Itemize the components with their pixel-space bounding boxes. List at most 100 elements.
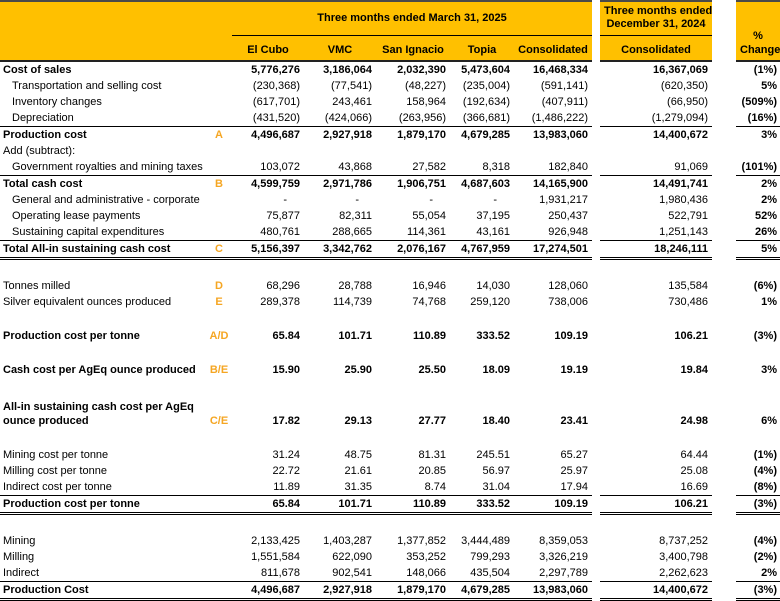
spacer-row: [0, 429, 780, 447]
cell-pct-change: 5%: [736, 240, 780, 260]
column-gap: [592, 396, 601, 429]
cell-vmc: 288,665: [332, 225, 372, 238]
cell-vmc: 21.61: [344, 464, 372, 477]
cell-el-cubo: 75,877: [266, 209, 300, 222]
cell-vmc: -: [355, 193, 359, 206]
column-gap: [592, 463, 601, 479]
table-row: General and administrative - corporate - -…: [0, 192, 780, 208]
table-row: Indirect 811,678 902,541 148,066 435,504 2,29…: [0, 565, 780, 582]
cell-pct-change: (2%): [753, 550, 778, 563]
cell-consolidated-2024: 1,251,143: [659, 225, 709, 238]
cell-topia: [450, 143, 514, 159]
column-gap: [592, 78, 601, 94]
row-reference-letter: [206, 495, 232, 515]
cell-consolidated-2025: 23.41: [560, 415, 589, 427]
cell-pct-change: 2%: [761, 566, 778, 579]
cell-san-ignacio: 55,054: [412, 209, 446, 222]
cell-san-ignacio: 16,946: [412, 279, 446, 292]
spacer-cell: [0, 344, 780, 362]
row-label: Milling: [3, 550, 35, 563]
table-row: Total cash cost B 4,599,759 2,971,786 1,906,…: [0, 175, 780, 192]
column-gap: [592, 533, 601, 549]
cell-san-ignacio: 148,066: [406, 566, 446, 579]
cell-consolidated-2024: 91,069: [674, 160, 709, 173]
row-label: Production Cost: [0, 581, 206, 601]
row-label: Production cost per tonne: [0, 495, 206, 515]
row-label: Silver equivalent ounces produced: [3, 295, 172, 308]
column-gap: [592, 94, 601, 110]
cell-san-ignacio: [376, 143, 450, 159]
cell-pct-change: 52%: [754, 209, 778, 222]
table-row: Sustaining capital expenditures 480,761 28…: [0, 224, 780, 241]
column-gap: [712, 1, 737, 61]
cell-consolidated-2025: 65.27: [560, 448, 589, 461]
spacer-row: [0, 344, 780, 362]
table-row: Silver equivalent ounces produced E 289,37…: [0, 294, 780, 310]
cell-consolidated-2024: 64.44: [680, 448, 709, 461]
row-reference-letter: [206, 549, 232, 565]
spacer-cell: [0, 259, 780, 279]
cell-san-ignacio: -: [429, 193, 433, 206]
column-gap: [712, 533, 737, 549]
cell-pct-change: (101%): [741, 160, 778, 173]
cell-topia: 8,318: [482, 160, 510, 173]
cell-el-cubo: 22.72: [272, 464, 300, 477]
column-gap: [712, 479, 737, 496]
cell-vmc: 31.35: [344, 480, 372, 493]
column-gap: [712, 192, 737, 208]
table-row: Depreciation (431,520) (424,066) (263,956) (…: [0, 110, 780, 127]
cell-san-ignacio: (263,956): [398, 111, 446, 124]
cell-pct-change: 2%: [736, 175, 780, 192]
row-label: General and administrative - corporate: [12, 193, 200, 206]
column-gap: [592, 294, 601, 310]
cell-consolidated-2025: 13,983,060: [514, 581, 593, 601]
cell-vmc: 101.71: [304, 495, 376, 515]
column-gap: [592, 208, 601, 224]
cell-vmc: 243,461: [332, 95, 372, 108]
cell-consolidated-2024: (66,950): [667, 95, 709, 108]
cell-consolidated-2024: 522,791: [668, 209, 709, 222]
cell-vmc: 48.75: [344, 448, 372, 461]
cell-topia: 43,161: [476, 225, 510, 238]
column-gap: [712, 396, 737, 429]
cell-consolidated-2025: 2,297,789: [539, 566, 589, 579]
cell-topia: 4,767,959: [450, 240, 514, 260]
period-2024-line1: Three months ended: [604, 5, 713, 18]
cell-topia: 14,030: [476, 279, 510, 292]
cell-san-ignacio: 74,768: [412, 295, 446, 308]
cell-consolidated-2025: 128,060: [548, 279, 589, 292]
column-gap: [592, 328, 601, 344]
cell-vmc: 902,541: [332, 566, 372, 579]
cell-san-ignacio: (48,227): [405, 79, 446, 92]
column-gap: [712, 362, 737, 378]
header-columns-row: El Cubo VMC San Ignacio Topia Consolidat…: [0, 35, 780, 62]
table-row: Indirect cost per tonne 11.89 31.35 8.74 31.…: [0, 479, 780, 496]
cell-el-cubo: 4,599,759: [232, 175, 304, 192]
cell-consolidated-2025: 13,983,060: [514, 126, 593, 143]
table-row: All-in sustaining cash cost per AgEq oun…: [0, 396, 780, 429]
cell-san-ignacio: 27.77: [418, 415, 446, 427]
cell-pct-change: (3%): [736, 495, 780, 515]
cell-consolidated-2024: 19.84: [680, 363, 709, 376]
cell-consolidated-2025: 14,165,900: [514, 175, 593, 192]
column-gap: [712, 328, 737, 344]
cell-consolidated-2024: 135,584: [668, 279, 709, 292]
cell-pct-change: 1%: [761, 295, 778, 308]
column-header-san-ignacio: San Ignacio: [376, 35, 450, 62]
row-reference-letter: [206, 581, 232, 601]
cell-el-cubo: 103,072: [260, 160, 300, 173]
row-reference-letter: [206, 479, 232, 496]
cell-san-ignacio: 8.74: [424, 480, 446, 493]
cell-el-cubo: 31.24: [272, 448, 300, 461]
cell-el-cubo: 289,378: [260, 295, 300, 308]
column-gap: [712, 463, 737, 479]
cell-san-ignacio: 110.89: [376, 495, 450, 515]
cell-san-ignacio: 1,906,751: [376, 175, 450, 192]
column-gap: [712, 549, 737, 565]
cell-san-ignacio: 25.50: [418, 363, 446, 376]
cell-consolidated-2024: 106.21: [674, 329, 709, 342]
row-reference-letter: B/E: [209, 363, 229, 376]
cell-topia: (366,681): [462, 111, 510, 124]
cell-topia: 18.40: [482, 415, 510, 427]
row-reference-letter: [206, 159, 232, 176]
